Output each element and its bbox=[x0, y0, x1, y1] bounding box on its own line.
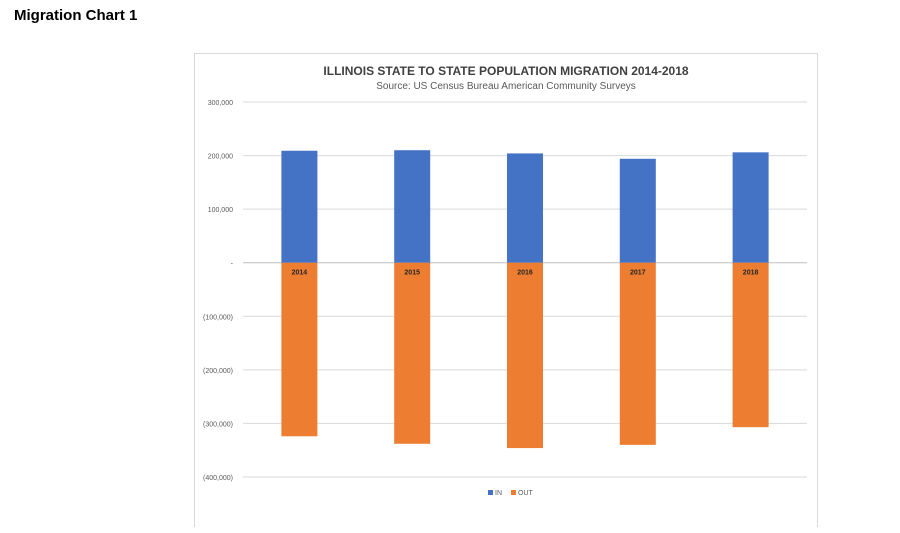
migration-chart: ILLINOIS STATE TO STATE POPULATION MIGRA… bbox=[203, 64, 807, 497]
y-tick-label: (200,000) bbox=[203, 368, 233, 375]
category-label: 2018 bbox=[743, 270, 759, 277]
chart-frame: ILLINOIS STATE TO STATE POPULATION MIGRA… bbox=[194, 53, 818, 527]
category-label: 2016 bbox=[517, 270, 533, 277]
legend-swatch-in bbox=[488, 490, 493, 495]
bar-out-2014 bbox=[281, 262, 318, 437]
category-label: 2017 bbox=[630, 270, 646, 277]
bar-in-2015 bbox=[394, 150, 431, 263]
bar-in-2016 bbox=[507, 153, 543, 263]
y-tick-label: (400,000) bbox=[203, 475, 233, 482]
legend-swatch-out bbox=[511, 490, 516, 495]
bar-in-2014 bbox=[281, 150, 318, 263]
y-tick-label: 200,000 bbox=[208, 154, 233, 161]
y-tick-label: 100,000 bbox=[208, 207, 233, 214]
y-tick-label: 300,000 bbox=[208, 100, 233, 107]
y-tick-label: (300,000) bbox=[203, 421, 233, 428]
chart-subtitle: Source: US Census Bureau American Commun… bbox=[376, 81, 636, 92]
bar-out-2016 bbox=[507, 262, 543, 449]
category-labels: 2014 2015 2016 2017 2018 bbox=[292, 270, 759, 277]
bar-in-2017 bbox=[619, 158, 656, 263]
page-heading: Migration Chart 1 bbox=[14, 7, 138, 24]
chart-title: ILLINOIS STATE TO STATE POPULATION MIGRA… bbox=[323, 64, 688, 78]
legend-label-out: OUT bbox=[518, 490, 534, 497]
category-label: 2015 bbox=[404, 270, 420, 277]
y-tick-label: (100,000) bbox=[203, 314, 233, 321]
category-label: 2014 bbox=[292, 270, 308, 277]
bars bbox=[281, 150, 769, 449]
bar-out-2017 bbox=[619, 262, 656, 445]
bar-out-2015 bbox=[394, 262, 431, 444]
y-axis-labels: 300,000 200,000 100,000 - (100,000) (200,000)… bbox=[203, 100, 234, 482]
legend: IN OUT bbox=[488, 490, 534, 497]
legend-label-in: IN bbox=[495, 490, 502, 497]
y-tick-label: - bbox=[231, 261, 234, 268]
bar-out-2018 bbox=[732, 262, 769, 428]
bar-in-2018 bbox=[732, 152, 769, 263]
